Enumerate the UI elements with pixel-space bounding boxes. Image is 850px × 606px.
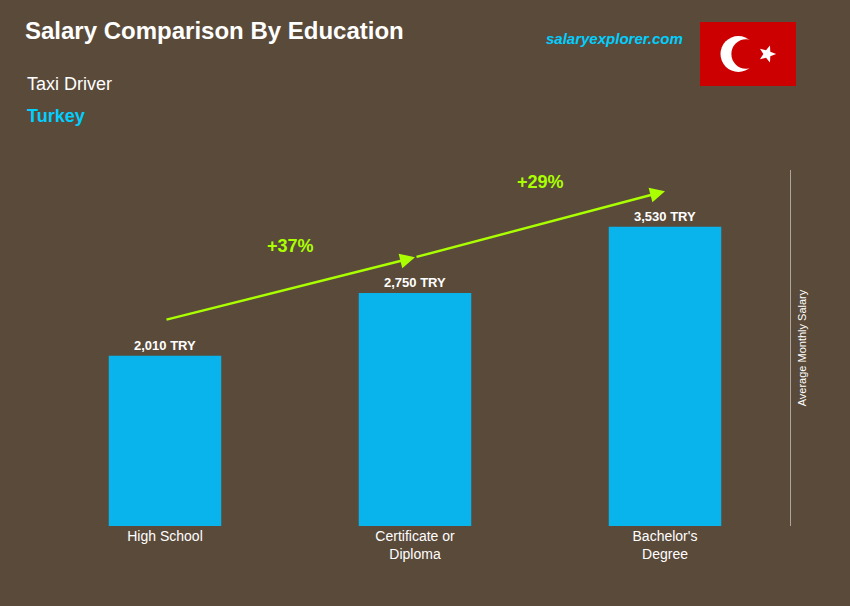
svg-text:+37%: +37% bbox=[267, 236, 314, 256]
svg-text:Taxi Driver: Taxi Driver bbox=[27, 74, 112, 94]
svg-text:High School: High School bbox=[127, 528, 203, 544]
svg-text:Average Monthly Salary: Average Monthly Salary bbox=[796, 289, 808, 406]
svg-text:Salary Comparison By Education: Salary Comparison By Education bbox=[25, 17, 404, 44]
svg-text:3,530 TRY: 3,530 TRY bbox=[634, 209, 696, 224]
svg-text:Bachelor'sDegree: Bachelor'sDegree bbox=[633, 528, 698, 562]
svg-text:+29%: +29% bbox=[517, 172, 564, 192]
svg-text:2,750 TRY: 2,750 TRY bbox=[384, 275, 446, 290]
svg-text:Certificate orDiploma: Certificate orDiploma bbox=[375, 528, 455, 562]
svg-text:Turkey: Turkey bbox=[27, 106, 85, 126]
svg-text:salaryexplorer.com: salaryexplorer.com bbox=[546, 30, 683, 47]
svg-text:2,010 TRY: 2,010 TRY bbox=[134, 338, 196, 353]
